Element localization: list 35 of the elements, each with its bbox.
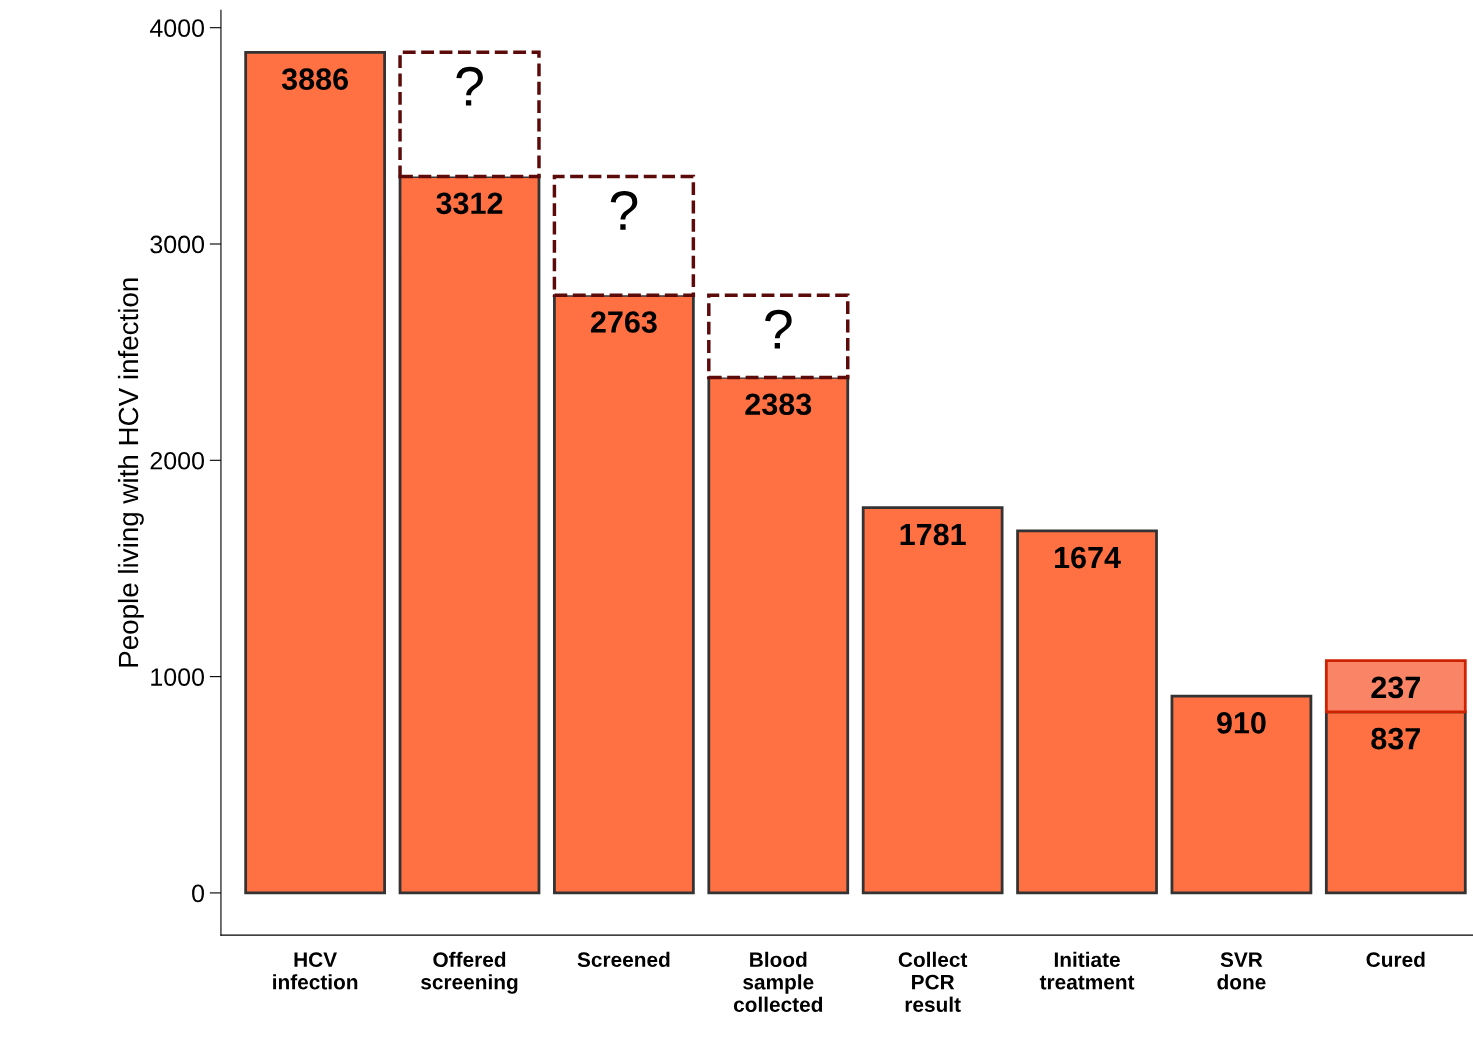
x-tick-label: Screened	[577, 951, 670, 968]
data-label: 837	[1371, 727, 1420, 750]
x-tick-label: Blood sample collected	[733, 951, 823, 1012]
data-label: 237	[1371, 676, 1420, 699]
data-label: ?	[456, 66, 483, 106]
bar	[244, 50, 386, 895]
y-tick-label: 2000	[150, 451, 205, 470]
bar	[861, 506, 1004, 895]
bar	[1016, 529, 1158, 895]
data-label: ?	[610, 190, 638, 230]
y-tick-label: 4000	[149, 19, 205, 37]
bar	[1324, 659, 1467, 714]
x-tick-label: SVR done	[1217, 952, 1266, 990]
bar	[1324, 710, 1467, 895]
x-tick-label: Initiate treatment	[1039, 951, 1135, 990]
data-label: 3312	[436, 192, 503, 215]
bar	[1170, 694, 1313, 895]
data-label: 1674	[1054, 546, 1121, 569]
y-tick-label: 1000	[151, 668, 205, 686]
bar	[707, 376, 850, 895]
bar	[398, 175, 541, 895]
data-label: 1781	[900, 523, 966, 546]
x-tick-label: HCV infection	[273, 952, 358, 990]
y-tick-label: 3000	[150, 235, 205, 254]
x-tick-label: Offered screening	[421, 951, 518, 994]
x-tick-label: Cured	[1366, 951, 1425, 968]
data-label: ?	[765, 309, 792, 349]
data-label: 2763	[590, 311, 657, 333]
y-tick-label: 0	[192, 884, 204, 903]
data-label: 3886	[281, 68, 349, 90]
y-axis-title: People living with HCV infection	[117, 278, 144, 667]
data-label: 2383	[745, 393, 812, 416]
bar	[553, 293, 695, 895]
data-label: 910	[1217, 712, 1266, 734]
x-tick-label: Collect PCR result	[898, 951, 968, 1012]
